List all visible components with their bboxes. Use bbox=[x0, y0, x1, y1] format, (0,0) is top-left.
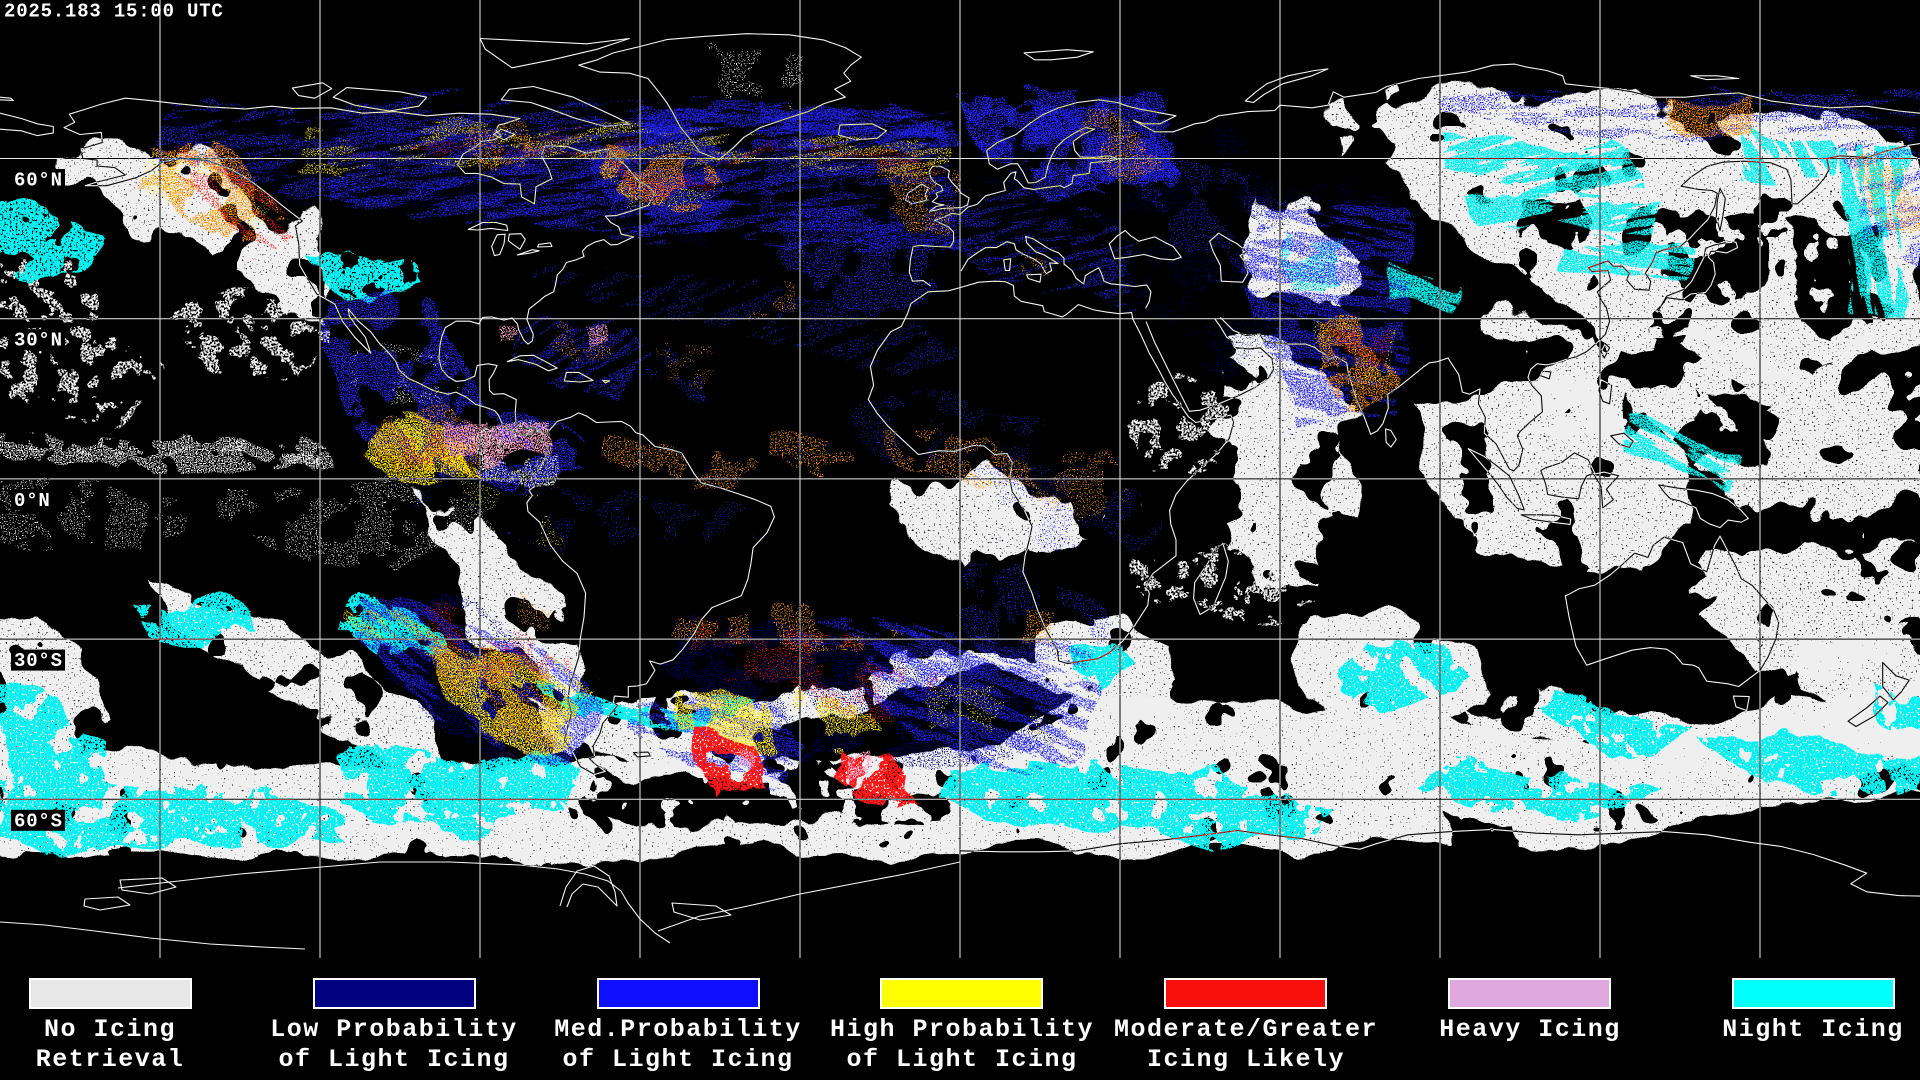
svg-text:60°S: 60°S bbox=[14, 810, 63, 832]
svg-text:60°N: 60°N bbox=[14, 170, 63, 192]
svg-text:2025.183 15:00 UTC: 2025.183 15:00 UTC bbox=[4, 1, 224, 23]
svg-text:30°N: 30°N bbox=[14, 330, 63, 352]
svg-text:30°S: 30°S bbox=[14, 650, 63, 672]
svg-text:0°N: 0°N bbox=[14, 490, 51, 512]
